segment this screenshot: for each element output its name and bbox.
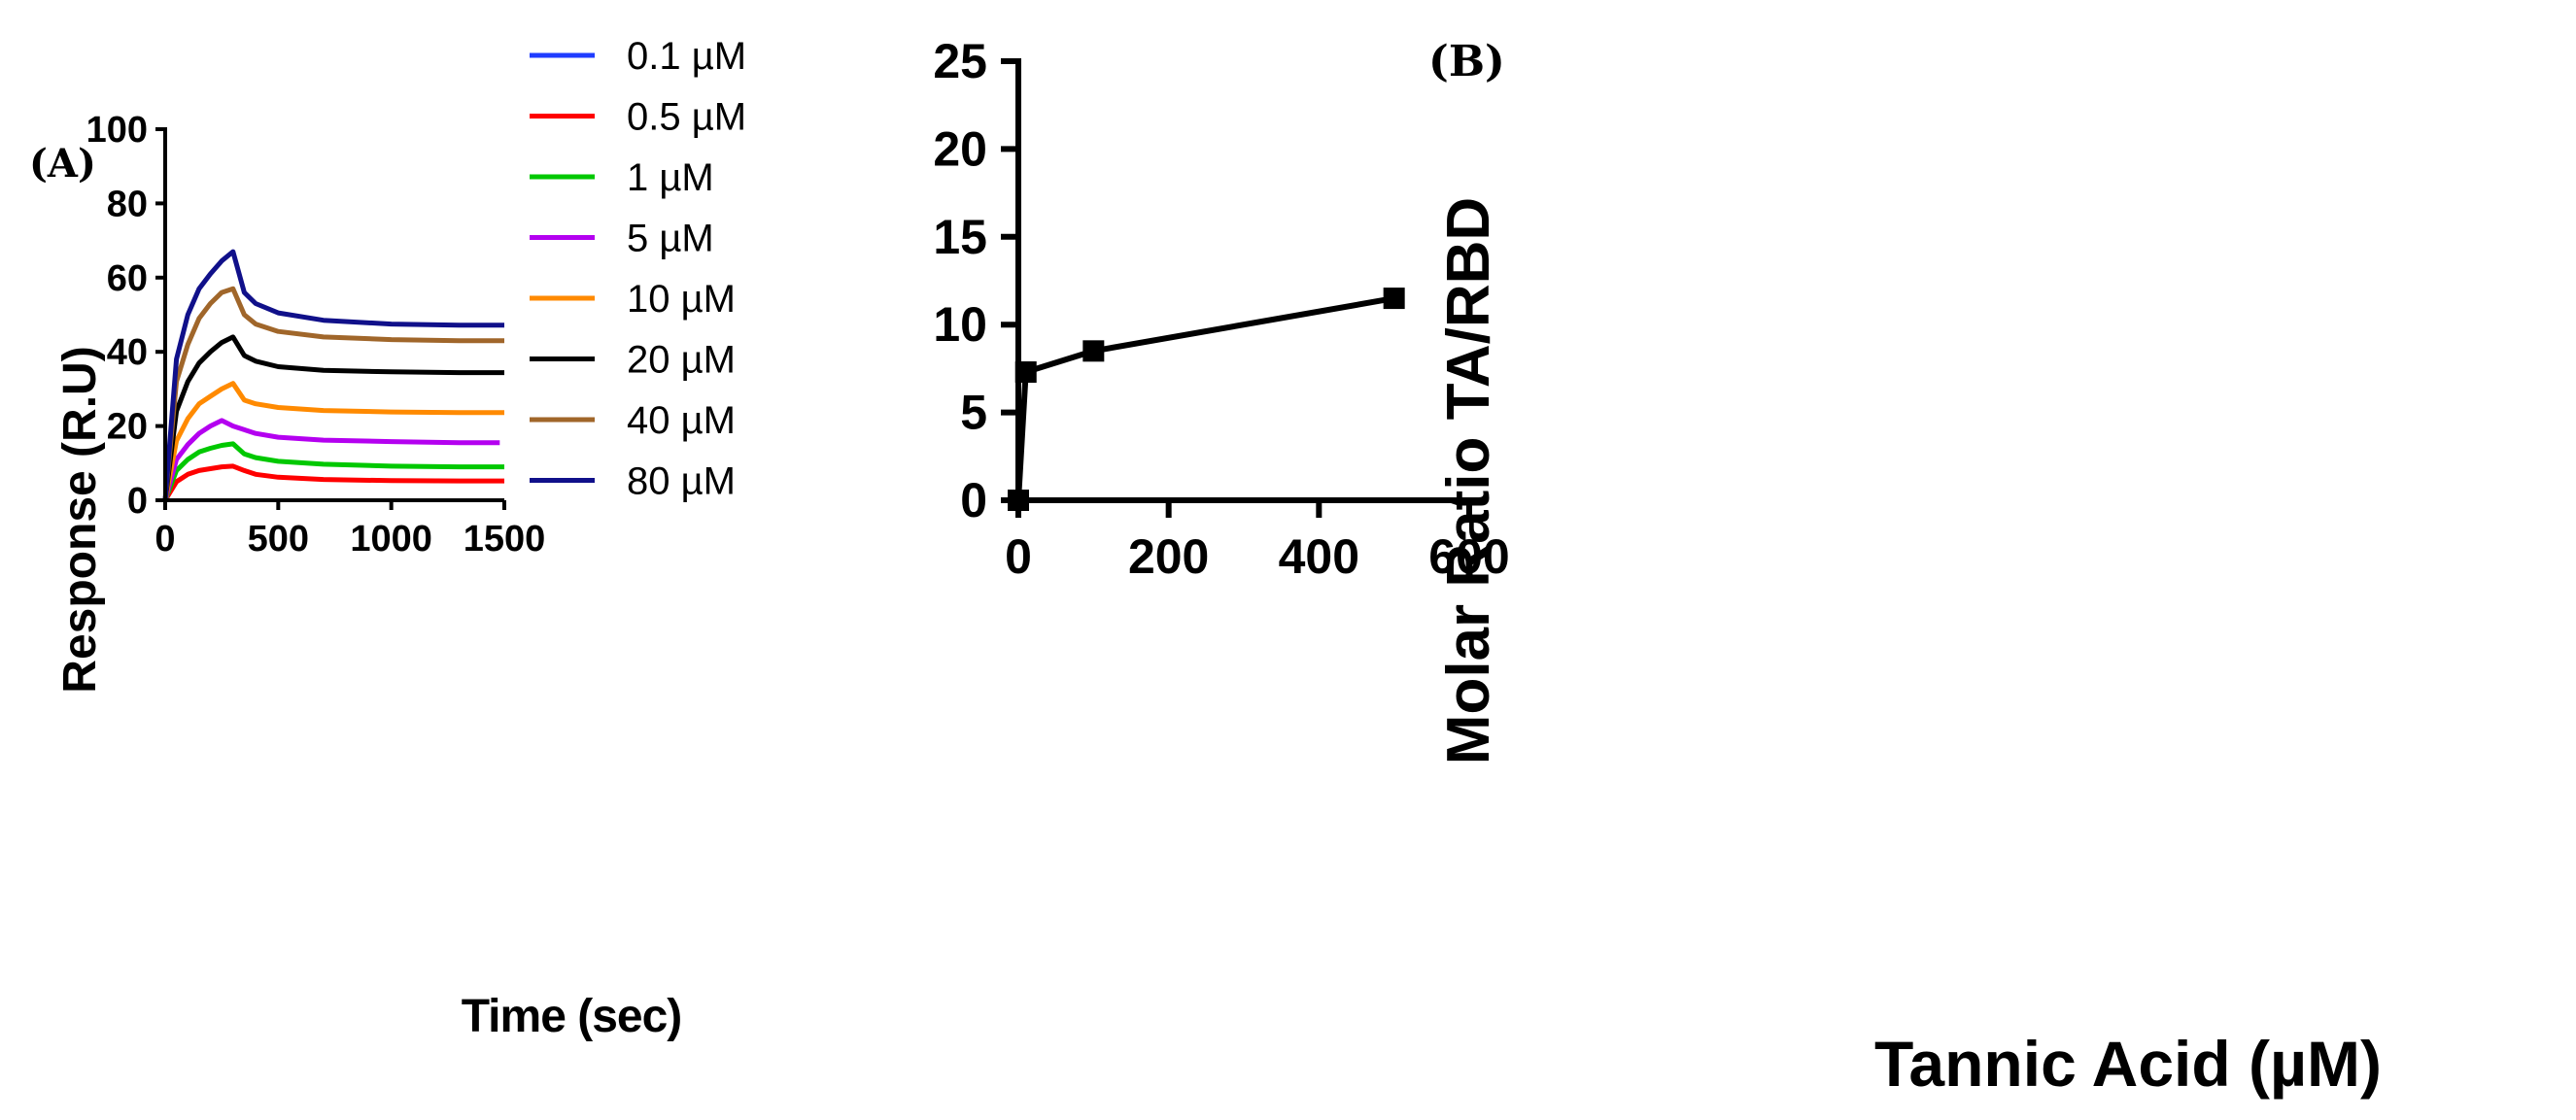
panel-b-x-tick-label: 600	[1428, 529, 1509, 584]
panel-a-y-tick-label: 20	[107, 407, 148, 448]
panel-b-x-tick-label: 200	[1128, 529, 1209, 584]
panel-a-series-line-7	[162, 249, 504, 501]
panel-a-legend-label: 5 µM	[627, 218, 714, 260]
panel-a-legend-label: 10 µM	[627, 278, 736, 321]
panel-b-y-tick-label: 25	[933, 34, 987, 88]
panel-a-series-line-5	[162, 334, 504, 501]
panel-b-x-axis-title: Tannic Acid (µM)	[1874, 1028, 2382, 1100]
panel-a-legend-label: 0.1 µM	[627, 35, 746, 78]
panel-b-y-axis-title: Molar Ratio TA/RBD	[1435, 197, 1502, 764]
panel-b-data-point	[1383, 288, 1405, 310]
panel-a-legend-label: 1 µM	[627, 156, 714, 199]
panel-a-series-line-4	[162, 381, 504, 501]
panel-a-y-tick-label: 0	[127, 481, 148, 522]
panel-a-series-line-2	[162, 441, 504, 501]
panel-a-y-tick-label: 100	[86, 110, 148, 151]
panel-b-chart: (B) Molar Ratio TA/RBD Tannic Acid (µM) …	[933, 34, 2382, 1100]
panel-a-series-line-3	[162, 418, 500, 501]
panel-a-y-tick-label: 80	[107, 184, 148, 224]
panel-b-y-tick-label: 5	[960, 386, 987, 440]
panel-a-legend-label: 20 µM	[627, 339, 736, 382]
panel-b-series-line	[1015, 295, 1395, 501]
panel-b-data-point	[1082, 340, 1105, 362]
panel-a-chart: (A) Response (R.U) Time (sec) 0 20 40 60 80 1…	[29, 35, 746, 1042]
panel-b-y-tick-label: 10	[933, 297, 987, 352]
panel-b-y-tick-label: 20	[933, 121, 987, 176]
panel-a-legend-label: 0.5 µM	[627, 96, 746, 139]
panel-a-x-axis-title: Time (sec)	[462, 991, 682, 1042]
panel-b-y-tick-label: 0	[960, 473, 987, 527]
panel-b-label: (B)	[1428, 37, 1505, 86]
panel-a-x-tick-label: 0	[155, 519, 175, 560]
panel-b-y-tick-label: 15	[933, 210, 987, 264]
panel-a-x-tick-label: 500	[248, 519, 309, 560]
panel-a-x-tick-label: 1500	[464, 519, 546, 560]
panel-a-x-tick-label: 1000	[350, 519, 432, 560]
panel-a-legend: 0.1 µM 0.5 µM 1 µM 5 µM 10 µM 20 µM 40 µM 80 µM	[530, 35, 746, 503]
panel-a-legend-label: 80 µM	[627, 460, 736, 503]
panel-a-legend-label: 40 µM	[627, 399, 736, 442]
panel-a-label: (A)	[29, 141, 96, 187]
panel-b-x-tick-label: 0	[1005, 529, 1032, 584]
panel-a-y-tick-label: 60	[107, 258, 148, 299]
panel-a-series-line-1	[162, 463, 504, 502]
panel-b-x-tick-label: 400	[1279, 529, 1359, 584]
panel-a-y-axis-title: Response (R.U)	[54, 346, 106, 693]
panel-a-y-tick-label: 40	[107, 332, 148, 373]
panel-a-series-line-6	[162, 286, 504, 501]
